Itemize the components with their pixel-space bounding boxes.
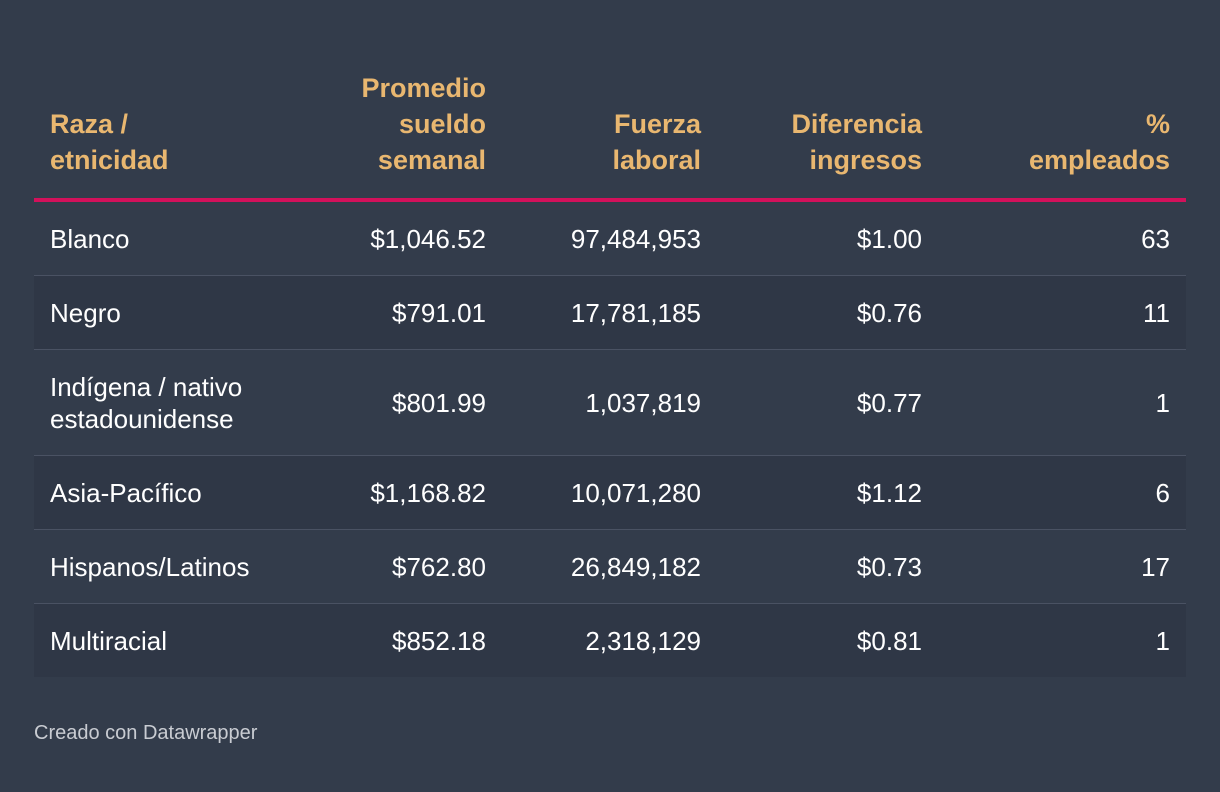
cell-diferencia: $0.77 — [717, 349, 938, 456]
cell-diferencia: $1.00 — [717, 200, 938, 276]
header-pct-empleados: % empleados — [938, 70, 1186, 202]
header-promedio-sueldo: Promedio sueldo semanal — [272, 70, 502, 202]
cell-diferencia: $0.76 — [717, 275, 938, 350]
table-row: Multiracial $852.18 2,318,129 $0.81 1 — [34, 603, 1186, 677]
cell-pct: 6 — [938, 455, 1186, 530]
header-line: empleados — [1028, 145, 1170, 175]
cell-raza: Asia-Pacífico — [34, 455, 272, 530]
table-row: Indígena / nativo estadounidense $801.99… — [34, 349, 1186, 456]
cell-pct: 63 — [938, 200, 1186, 276]
cell-raza: Negro — [34, 275, 272, 350]
cell-sueldo: $1,168.82 — [272, 455, 502, 530]
cell-sueldo: $762.80 — [272, 529, 502, 604]
cell-diferencia: $1.12 — [717, 455, 938, 530]
cell-pct: 17 — [938, 529, 1186, 604]
cell-pct: 11 — [938, 275, 1186, 350]
header-line: Promedio — [361, 73, 486, 103]
cell-sueldo: $801.99 — [272, 349, 502, 456]
header-line: % — [1145, 109, 1170, 139]
data-table: Raza / etnicidad Promedio sueldo semanal… — [34, 70, 1186, 677]
cell-raza: Indígena / nativo estadounidense — [34, 349, 272, 456]
datawrapper-credit-link[interactable]: Creado con Datawrapper — [34, 722, 258, 744]
header-raza-etnicidad: Raza / etnicidad — [34, 70, 272, 202]
header-diferencia-ingresos: Diferencia ingresos — [717, 70, 938, 202]
header-fuerza-laboral: Fuerza laboral — [502, 70, 717, 202]
cell-fuerza: 17,781,185 — [502, 275, 717, 350]
header-line: etnicidad — [50, 145, 169, 175]
cell-sueldo: $791.01 — [272, 275, 502, 350]
cell-pct: 1 — [938, 349, 1186, 456]
cell-fuerza: 2,318,129 — [502, 603, 717, 677]
table-row: Hispanos/Latinos $762.80 26,849,182 $0.7… — [34, 529, 1186, 604]
table-row: Blanco $1,046.52 97,484,953 $1.00 63 — [34, 200, 1186, 276]
cell-pct: 1 — [938, 603, 1186, 677]
cell-raza-line: Indígena / nativo — [50, 371, 243, 402]
cell-diferencia: $0.73 — [717, 529, 938, 604]
cell-raza: Hispanos/Latinos — [34, 529, 272, 604]
cell-raza: Multiracial — [34, 603, 272, 677]
table-row: Asia-Pacífico $1,168.82 10,071,280 $1.12… — [34, 455, 1186, 530]
header-line: sueldo — [398, 109, 486, 139]
cell-fuerza: 26,849,182 — [502, 529, 717, 604]
header-line: laboral — [612, 145, 701, 175]
header-line: Raza / — [50, 109, 129, 139]
cell-sueldo: $1,046.52 — [272, 200, 502, 276]
header-line: Fuerza — [613, 109, 701, 139]
cell-fuerza: 1,037,819 — [502, 349, 717, 456]
header-line: Diferencia — [791, 109, 922, 139]
cell-fuerza: 97,484,953 — [502, 200, 717, 276]
cell-raza: Blanco — [34, 200, 272, 276]
table-row: Negro $791.01 17,781,185 $0.76 11 — [34, 275, 1186, 350]
cell-fuerza: 10,071,280 — [502, 455, 717, 530]
cell-raza-line: estadounidense — [50, 403, 234, 434]
table-header-row: Raza / etnicidad Promedio sueldo semanal… — [34, 70, 1186, 202]
cell-diferencia: $0.81 — [717, 603, 938, 677]
cell-sueldo: $852.18 — [272, 603, 502, 677]
header-line: ingresos — [809, 145, 922, 175]
header-line: semanal — [377, 145, 486, 175]
data-table-container: Raza / etnicidad Promedio sueldo semanal… — [34, 70, 1186, 677]
